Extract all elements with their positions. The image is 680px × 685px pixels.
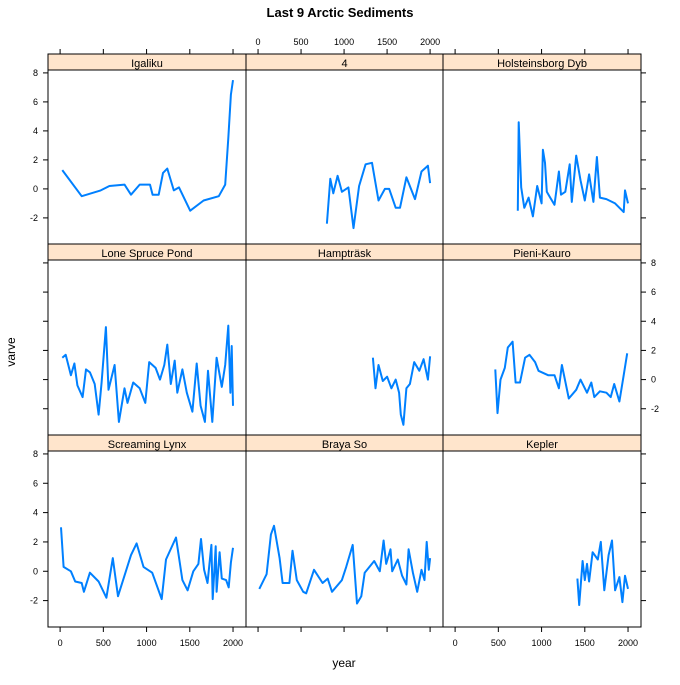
y-tick-label-right: 8	[651, 258, 656, 268]
y-tick-label-right: 2	[651, 345, 656, 355]
x-tick-label-bottom: 2000	[223, 638, 243, 648]
y-tick-label-left: 8	[33, 449, 38, 459]
panel-frame	[47, 259, 247, 436]
series-line	[60, 527, 234, 601]
x-tick-label-bottom: 2000	[618, 638, 638, 648]
x-tick-label-top: 1500	[377, 37, 397, 47]
panel-screaming-lynx: Screaming Lynx 0 500 1000 1500 2000 -2 0 2 4 6 8	[30, 434, 247, 648]
x-tick-label-bottom: 1500	[180, 638, 200, 648]
y-tick-label-left: 0	[33, 566, 38, 576]
series-line	[61, 324, 234, 423]
panel-pieni-kauro: Pieni-Kauro -2 0 2 4 6 8	[442, 243, 659, 436]
y-tick-label-left: 6	[33, 97, 38, 107]
y-tick-label-right: 6	[651, 287, 656, 297]
x-tick-label-bottom: 1000	[532, 638, 552, 648]
x-tick-label-top: 2000	[420, 37, 440, 47]
y-tick-label-left: 6	[33, 478, 38, 488]
y-tick-label-left: 2	[33, 537, 38, 547]
panel-frame	[442, 259, 642, 436]
x-tick-label-bottom: 1000	[137, 638, 157, 648]
panel-igaliku: Igaliku -2 0 2 4 6 8	[30, 49, 247, 245]
panel-strip-label: Igaliku	[131, 58, 163, 70]
x-tick-label-bottom: 0	[453, 638, 458, 648]
series-line	[371, 356, 432, 426]
panel-kepler: Kepler 0 500 1000 1500 2000	[442, 434, 646, 648]
panel-lone-spruce-pond: Lone Spruce Pond	[43, 243, 247, 436]
y-tick-label-left: 8	[33, 68, 38, 78]
series-line	[516, 121, 629, 218]
series-line	[494, 340, 629, 415]
panel-strip-label: Holsteinsborg Dyb	[497, 58, 587, 70]
x-tick-label-bottom: 500	[491, 638, 506, 648]
panel-strip-label: Pieni-Kauro	[513, 248, 570, 260]
series-line	[325, 161, 432, 230]
panel-strip-label: Braya So	[322, 439, 367, 451]
y-axis-label: varve	[4, 337, 18, 367]
x-axis-label: year	[332, 656, 355, 670]
panel-frame	[47, 450, 247, 628]
series-line	[576, 539, 629, 606]
x-tick-label-top: 1000	[334, 37, 354, 47]
x-tick-label-bottom: 0	[58, 638, 63, 648]
panel-frame	[245, 69, 444, 245]
y-tick-label-left: 4	[33, 126, 38, 136]
panel-frame	[442, 450, 642, 628]
panel-frame	[47, 69, 247, 245]
y-tick-label-left: 4	[33, 508, 38, 518]
x-tick-label-top: 0	[256, 37, 261, 47]
series-line	[258, 524, 432, 605]
panel-strip-label: 4	[341, 58, 347, 70]
panel-4: 4 0 500 1000 1500 2000	[245, 37, 444, 245]
x-tick-label-bottom: 1500	[575, 638, 595, 648]
chart-title: Last 9 Arctic Sediments	[267, 5, 414, 20]
panel-strip-label: Lone Spruce Pond	[101, 248, 192, 260]
panel-strip-label: Hampträsk	[318, 248, 372, 260]
panel-braya-so: Braya So	[245, 434, 444, 632]
y-tick-label-right: 0	[651, 375, 656, 385]
panel-strip-label: Kepler	[526, 439, 558, 451]
panel-holsteinsborg-dyb: Holsteinsborg Dyb	[442, 49, 646, 245]
panel-frame	[245, 259, 444, 436]
y-tick-label-left: -2	[30, 213, 38, 223]
x-tick-label-top: 500	[294, 37, 309, 47]
y-tick-label-right: 4	[651, 316, 656, 326]
y-tick-label-left: -2	[30, 596, 38, 606]
y-tick-label-left: 2	[33, 155, 38, 165]
x-tick-label-bottom: 500	[96, 638, 111, 648]
series-line	[61, 79, 234, 212]
panel-strip-label: Screaming Lynx	[108, 439, 187, 451]
panel-hamptr-sk: Hampträsk	[245, 243, 444, 436]
y-tick-label-left: 0	[33, 184, 38, 194]
y-tick-label-right: -2	[651, 404, 659, 414]
